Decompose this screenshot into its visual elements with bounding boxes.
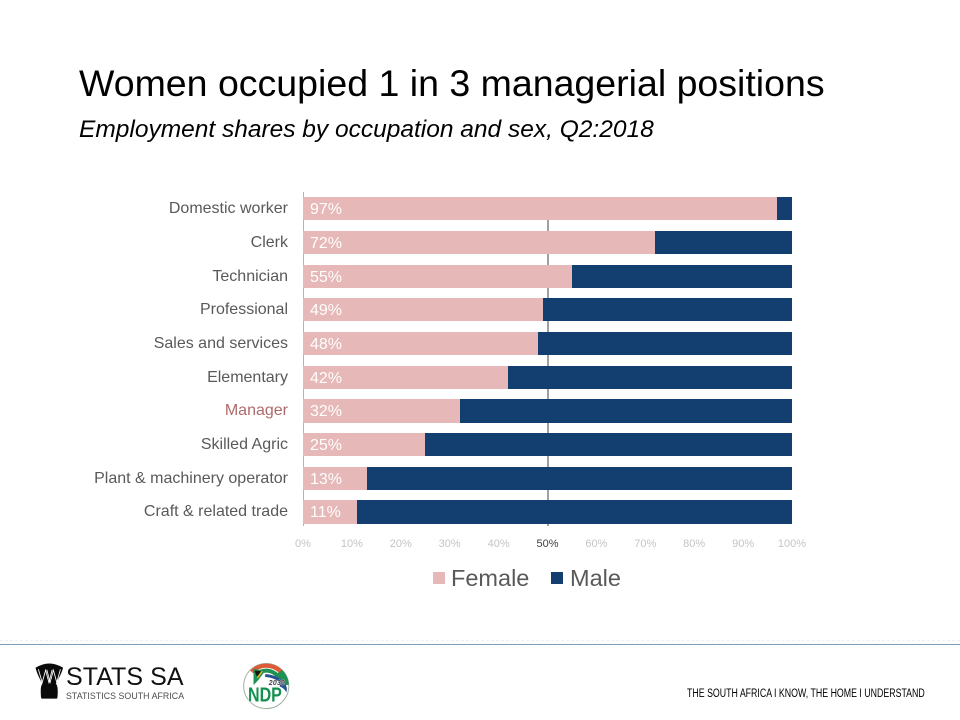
svg-text:NDP: NDP — [248, 683, 282, 706]
svg-text:2030: 2030 — [268, 679, 285, 686]
